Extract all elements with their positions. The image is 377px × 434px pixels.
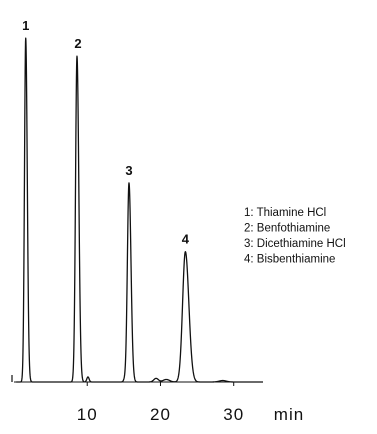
legend-item: 4: Bisbenthiamine — [244, 254, 335, 266]
peak-labels: 1 2 3 4 — [22, 18, 190, 247]
x-axis: 10 20 30 min — [14, 381, 304, 424]
peak-label: 1 — [22, 18, 29, 33]
legend-item: 2: Benfothiamine — [244, 223, 330, 235]
signal-trace — [15, 37, 264, 383]
x-tick-label: 30 — [223, 405, 244, 424]
legend: 1: Thiamine HCl 2: Benfothiamine 3: Diceth… — [244, 207, 346, 266]
legend-item: 1: Thiamine HCl — [244, 207, 326, 219]
peak-label: 4 — [182, 232, 190, 247]
x-tick-label: 10 — [77, 405, 98, 424]
peak-label: 3 — [125, 163, 132, 178]
x-axis-unit: min — [274, 405, 304, 424]
legend-item: 3: Dicethiamine HCl — [244, 238, 346, 250]
x-tick-label: 20 — [150, 405, 171, 424]
trace-group — [11, 37, 264, 383]
peak-label: 2 — [74, 36, 81, 51]
